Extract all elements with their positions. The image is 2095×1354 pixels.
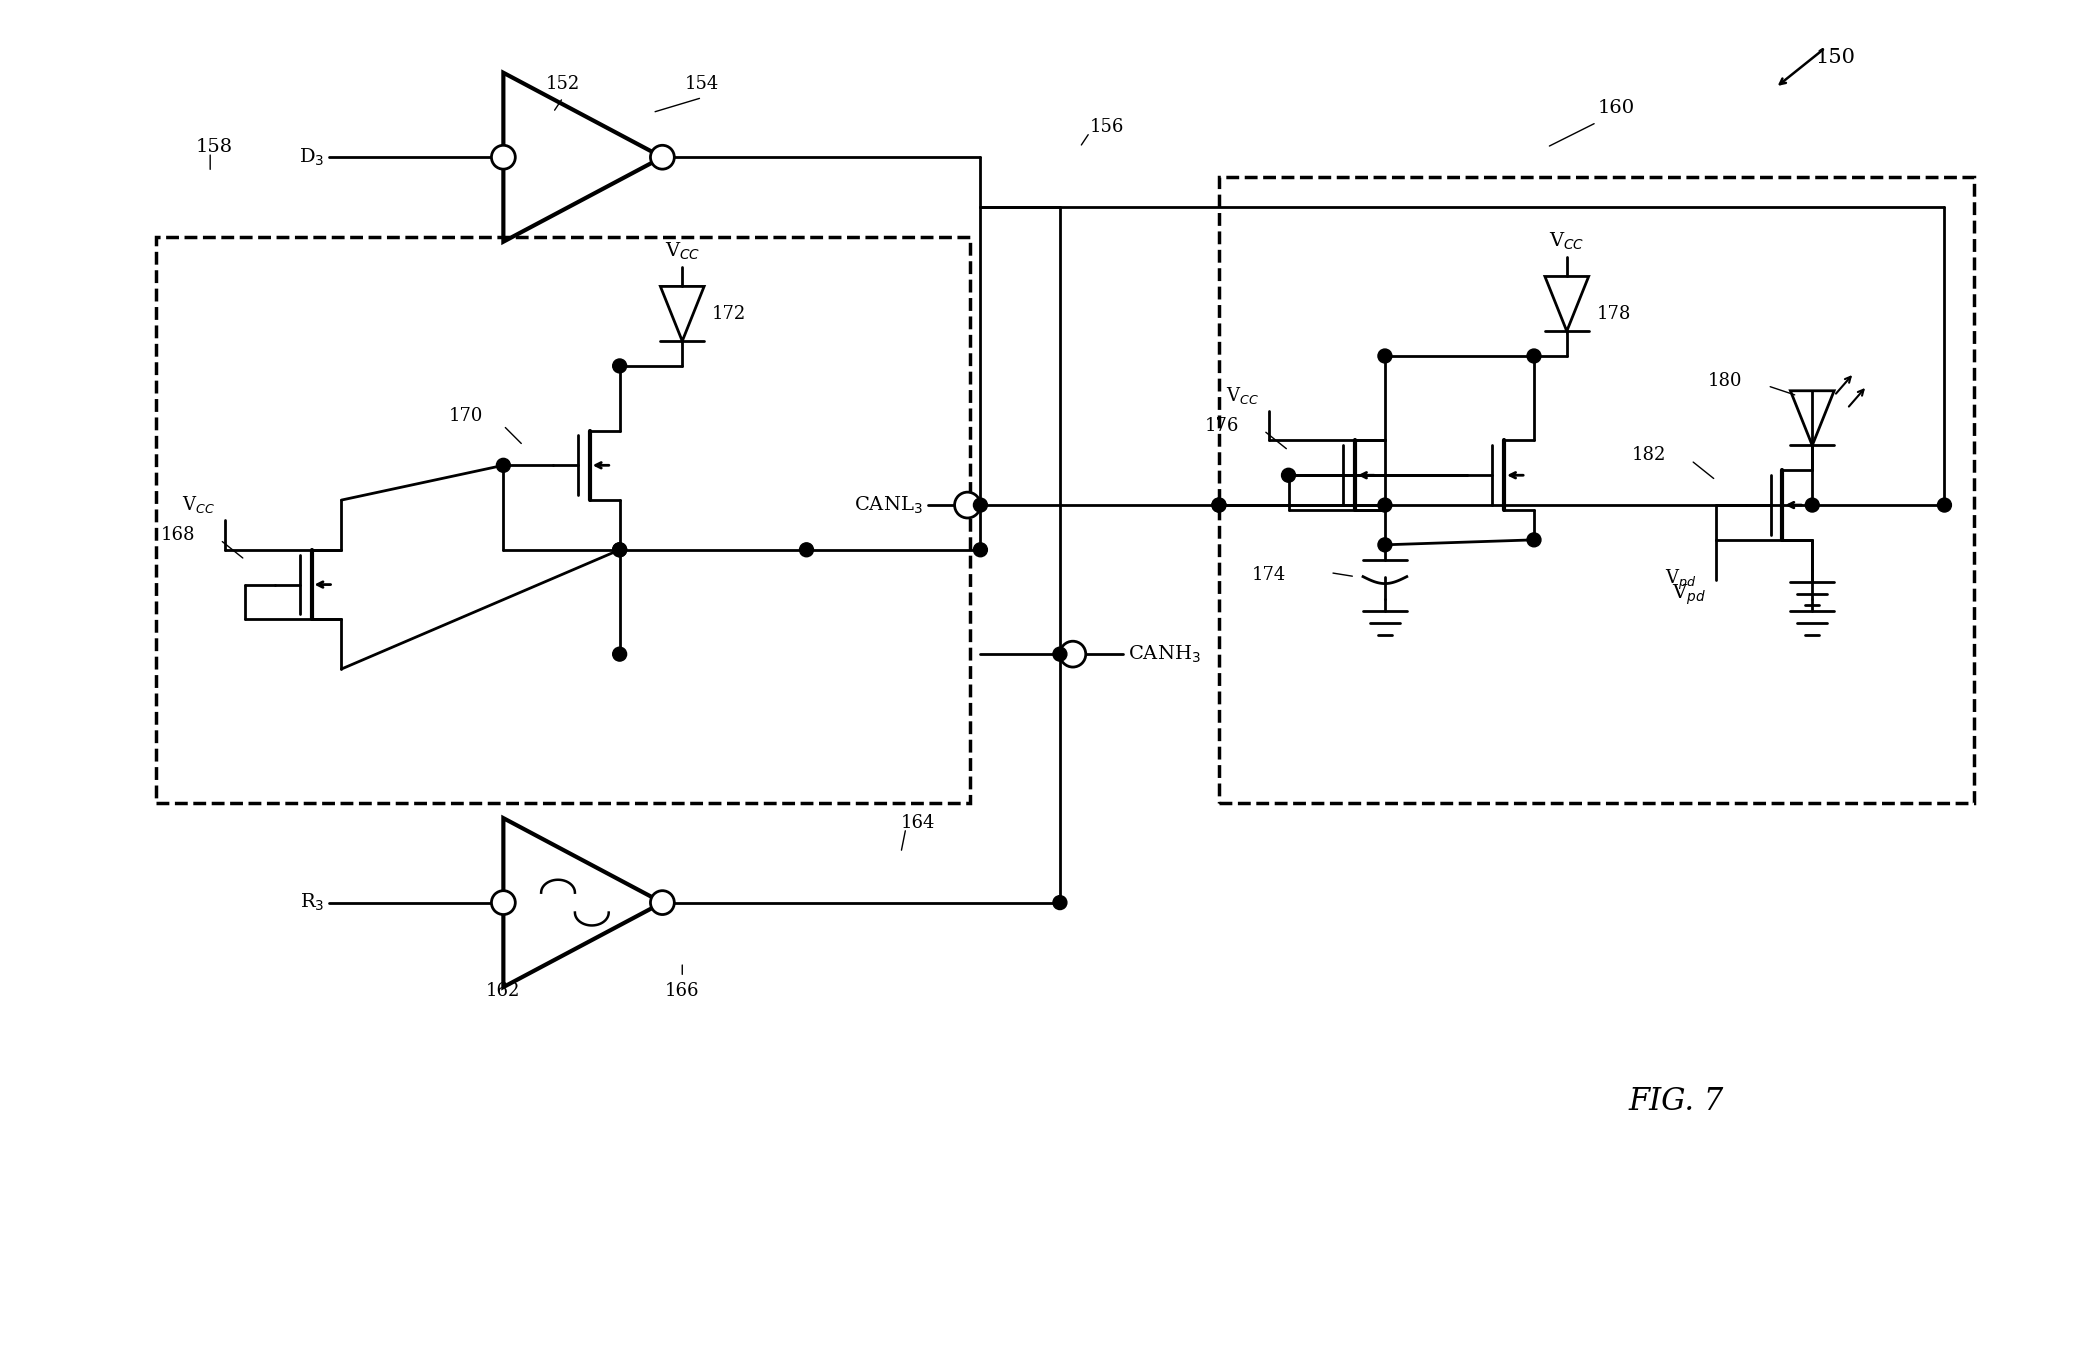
- Text: 160: 160: [1598, 99, 1634, 118]
- Text: V$_{pd}$: V$_{pd}$: [1672, 582, 1705, 607]
- Circle shape: [1379, 538, 1391, 552]
- Circle shape: [800, 543, 813, 556]
- Text: V$_{CC}$: V$_{CC}$: [182, 494, 216, 515]
- Circle shape: [1527, 533, 1542, 547]
- Text: 150: 150: [1814, 47, 1856, 66]
- Circle shape: [612, 543, 626, 556]
- Circle shape: [1213, 498, 1226, 512]
- Text: V$_{CC}$: V$_{CC}$: [1548, 230, 1584, 252]
- Circle shape: [1527, 349, 1542, 363]
- Circle shape: [1282, 468, 1295, 482]
- Circle shape: [492, 145, 515, 169]
- Text: 172: 172: [712, 305, 746, 322]
- Text: FIG. 7: FIG. 7: [1628, 1086, 1724, 1117]
- Circle shape: [1938, 498, 1950, 512]
- Circle shape: [497, 459, 511, 473]
- Text: 168: 168: [161, 525, 195, 544]
- Circle shape: [612, 647, 626, 661]
- Text: 162: 162: [486, 982, 520, 1001]
- Text: V$_{CC}$: V$_{CC}$: [664, 240, 700, 261]
- Text: V$_{pd}$: V$_{pd}$: [1666, 567, 1697, 592]
- Text: 182: 182: [1632, 447, 1666, 464]
- Circle shape: [1379, 498, 1391, 512]
- Circle shape: [612, 359, 626, 372]
- Text: 152: 152: [547, 74, 580, 92]
- Text: 158: 158: [195, 138, 233, 156]
- Text: CANH$_3$: CANH$_3$: [1127, 643, 1200, 665]
- Text: 166: 166: [664, 982, 700, 1001]
- Text: 180: 180: [1707, 372, 1743, 390]
- Circle shape: [1806, 498, 1818, 512]
- Circle shape: [1054, 647, 1066, 661]
- Text: 174: 174: [1251, 566, 1286, 584]
- Text: 170: 170: [448, 406, 484, 425]
- Circle shape: [974, 498, 987, 512]
- Circle shape: [1054, 895, 1066, 910]
- Circle shape: [1379, 349, 1391, 363]
- Text: 154: 154: [685, 74, 719, 92]
- Circle shape: [492, 891, 515, 914]
- Circle shape: [974, 543, 987, 556]
- Circle shape: [1213, 498, 1226, 512]
- Text: V$_{CC}$: V$_{CC}$: [1226, 385, 1259, 406]
- Text: R$_3$: R$_3$: [300, 892, 325, 913]
- Text: CANL$_3$: CANL$_3$: [855, 494, 922, 516]
- Circle shape: [1060, 642, 1085, 668]
- Text: 178: 178: [1596, 305, 1632, 322]
- Circle shape: [649, 891, 675, 914]
- Text: 156: 156: [1089, 118, 1125, 137]
- Circle shape: [649, 145, 675, 169]
- Text: 164: 164: [901, 814, 934, 833]
- Text: 176: 176: [1205, 417, 1238, 435]
- Circle shape: [612, 543, 626, 556]
- Text: D$_3$: D$_3$: [300, 146, 325, 168]
- Circle shape: [955, 492, 980, 519]
